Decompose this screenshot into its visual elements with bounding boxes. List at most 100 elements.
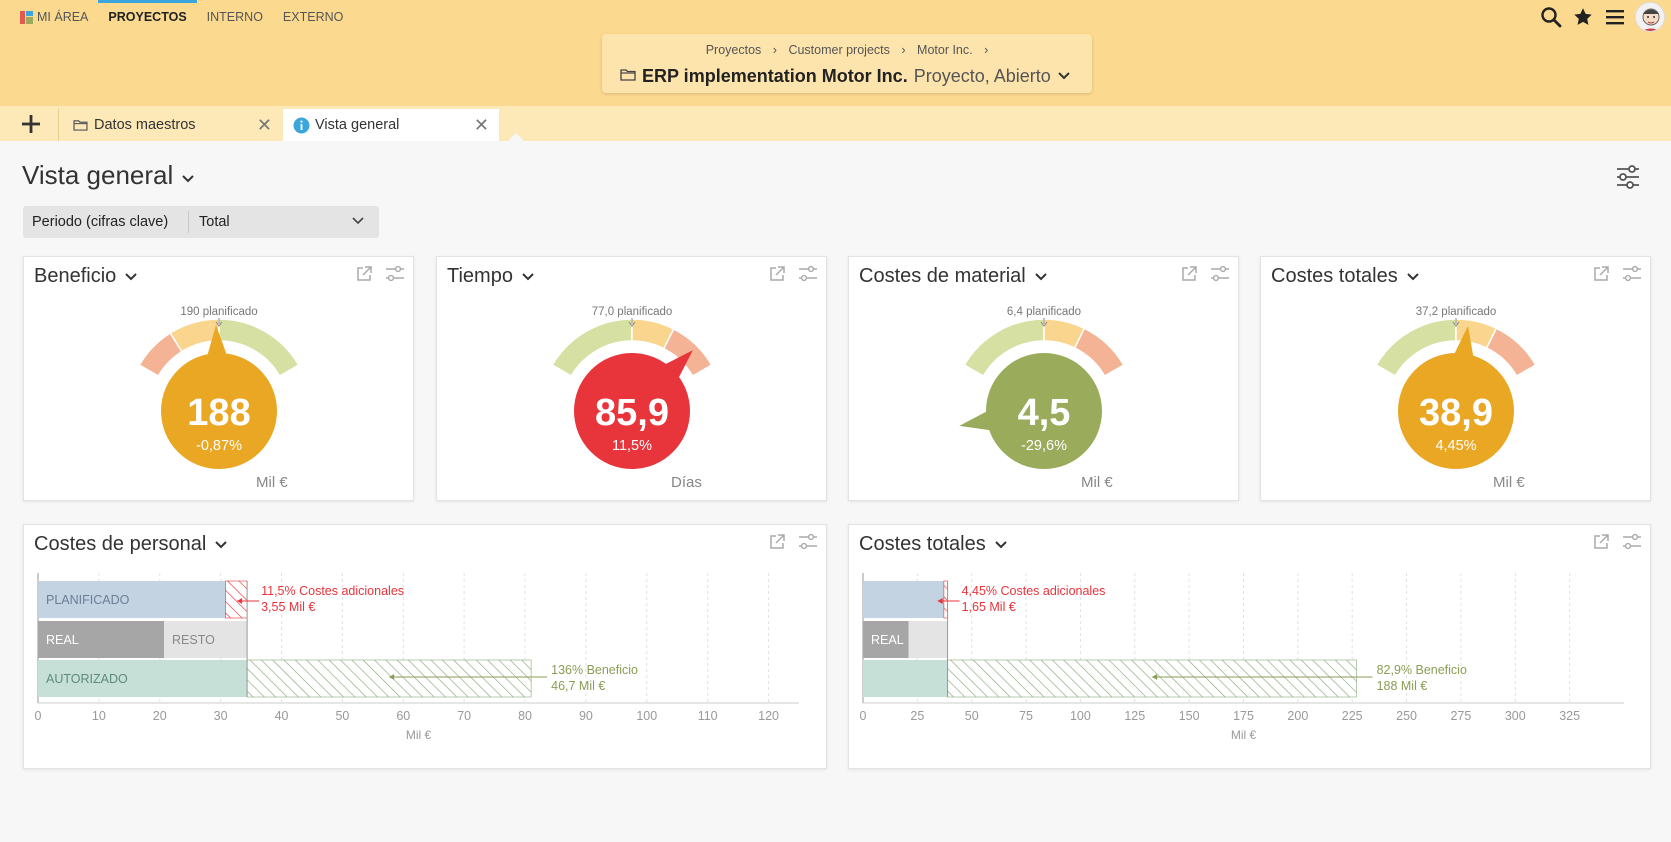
project-status: Proyecto, Abierto xyxy=(913,66,1051,86)
card-title[interactable]: Costes de personal xyxy=(34,533,228,556)
tick-label: 40 xyxy=(275,709,289,723)
period-value: Total xyxy=(199,214,230,230)
close-icon[interactable]: ✕ xyxy=(256,115,272,135)
period-selector[interactable]: Periodo (cifras clave) Total xyxy=(23,206,379,238)
tick-label: 90 xyxy=(579,709,593,723)
gauge-value-circle xyxy=(986,353,1102,469)
bar-overrun xyxy=(943,580,948,619)
star-icon[interactable] xyxy=(1567,1,1599,33)
bar-rest xyxy=(164,621,248,658)
annotation-arrow xyxy=(937,598,943,604)
tick-label: 80 xyxy=(518,709,532,723)
bar-label: REAL xyxy=(871,633,904,647)
tick-label: 20 xyxy=(153,709,167,723)
card-title[interactable]: Tiempo xyxy=(447,265,535,288)
sliders-icon[interactable] xyxy=(798,265,818,288)
tick-label: 10 xyxy=(92,709,106,723)
unit-label: Mil € xyxy=(1081,474,1113,491)
gauge-delta: -29,6% xyxy=(1021,438,1067,454)
planned-arrow xyxy=(1452,321,1460,327)
gauge: 77,0 planificado 85,9 11,5% xyxy=(551,306,713,469)
gauge-segment xyxy=(662,328,713,378)
breadcrumb-item[interactable]: Proyectos xyxy=(705,43,762,57)
tab-label: Vista general xyxy=(315,117,400,133)
open-external-icon[interactable] xyxy=(355,265,373,288)
nav-mi-area[interactable]: MI ÁREA xyxy=(0,0,98,34)
planned-label: 77,0 planificado xyxy=(592,306,673,318)
chart-card-costes-totales: Costes totales 0 25 50 75 100 125 150 175 200 225… xyxy=(848,524,1651,769)
gauge-value: 4,5 xyxy=(1018,392,1071,434)
card-title-text: Costes totales xyxy=(1271,265,1398,287)
tick-label: 175 xyxy=(1233,709,1254,723)
annotation-arrow xyxy=(1152,674,1158,680)
gauge-value: 188 xyxy=(187,392,250,434)
breadcrumb-item[interactable]: Customer projects xyxy=(788,43,890,57)
breadcrumb-item[interactable]: Motor Inc. xyxy=(917,43,973,57)
tick-label: 75 xyxy=(1019,709,1033,723)
tick-label: 150 xyxy=(1179,709,1200,723)
x-axis-label: Mil € xyxy=(406,728,432,742)
tick-label: 110 xyxy=(698,709,718,723)
sliders-icon[interactable] xyxy=(798,533,818,556)
chevron-down-icon[interactable] xyxy=(1034,265,1048,288)
project-name: ERP implementation Motor Inc. xyxy=(642,66,908,86)
tick-label: 325 xyxy=(1559,709,1580,723)
top-icons xyxy=(1535,0,1671,34)
annotation-arrow xyxy=(237,598,243,604)
project-header: Proyectos › Customer projects › Motor In… xyxy=(602,34,1092,93)
dashboard-icon xyxy=(20,10,33,24)
tab-datos-maestros[interactable]: Datos maestros ✕ xyxy=(58,109,282,141)
chevron-down-icon[interactable] xyxy=(124,265,138,288)
nav-proyectos[interactable]: PROYECTOS xyxy=(98,0,197,34)
annotation-text: 188 Mil € xyxy=(1377,679,1428,693)
nav-externo[interactable]: EXTERNO xyxy=(282,10,344,24)
annotation-text: 3,55 Mil € xyxy=(261,600,315,614)
open-external-icon[interactable] xyxy=(768,265,786,288)
add-tab-button[interactable] xyxy=(16,109,46,139)
sliders-icon[interactable] xyxy=(1210,265,1230,288)
open-external-icon[interactable] xyxy=(1592,533,1610,556)
tab-vista-general[interactable]: Vista general ✕ xyxy=(283,109,499,141)
open-external-icon[interactable] xyxy=(1592,265,1610,288)
page-title[interactable]: Vista general xyxy=(22,160,195,191)
main-nav: MI ÁREA PROYECTOS INTERNO EXTERNO xyxy=(0,0,353,34)
settings-sliders-button[interactable] xyxy=(1613,162,1643,192)
gauge: 190 planificado 188 -0,87% xyxy=(138,306,300,469)
bar-label: PLANIFICADO xyxy=(46,593,130,607)
x-axis-label: Mil € xyxy=(1231,728,1257,742)
card-title[interactable]: Costes totales xyxy=(1271,265,1420,288)
sliders-icon[interactable] xyxy=(1622,533,1642,556)
chevron-down-icon[interactable] xyxy=(181,160,195,191)
planned-arrow xyxy=(1040,321,1048,327)
sliders-icon[interactable] xyxy=(385,265,405,288)
nav-interno[interactable]: INTERNO xyxy=(206,10,263,24)
tick-label: 300 xyxy=(1505,709,1526,723)
open-external-icon[interactable] xyxy=(1180,265,1198,288)
chevron-down-icon[interactable] xyxy=(1406,265,1420,288)
chevron-down-icon[interactable] xyxy=(994,533,1008,556)
open-external-icon[interactable] xyxy=(768,533,786,556)
chevron-down-icon[interactable] xyxy=(351,214,365,230)
tick-label: 250 xyxy=(1396,709,1417,723)
card-title[interactable]: Costes de material xyxy=(859,265,1048,288)
annotation-text: 82,9% Beneficio xyxy=(1377,663,1467,677)
bar-label: REAL xyxy=(46,633,79,647)
page-title-text: Vista general xyxy=(22,160,174,190)
annotation-text: 11,5% Costes adicionales xyxy=(261,584,404,598)
chevron-down-icon[interactable] xyxy=(521,265,535,288)
project-title[interactable]: ERP implementation Motor Inc. Proyecto, … xyxy=(620,66,1071,87)
bar-authorized xyxy=(38,660,248,697)
avatar[interactable] xyxy=(1635,2,1665,32)
annotation-text: 1,65 Mil € xyxy=(962,600,1016,614)
tick-label: 60 xyxy=(396,709,410,723)
search-icon[interactable] xyxy=(1535,1,1567,33)
chevron-down-icon[interactable] xyxy=(214,533,228,556)
card-title[interactable]: Beneficio xyxy=(34,265,138,288)
sliders-icon[interactable] xyxy=(1622,265,1642,288)
folder-icon xyxy=(620,68,636,86)
close-icon[interactable]: ✕ xyxy=(473,115,489,135)
menu-icon[interactable] xyxy=(1599,1,1631,33)
tick-label: 25 xyxy=(910,709,924,723)
chevron-down-icon[interactable] xyxy=(1057,68,1071,86)
card-title[interactable]: Costes totales xyxy=(859,533,1008,556)
